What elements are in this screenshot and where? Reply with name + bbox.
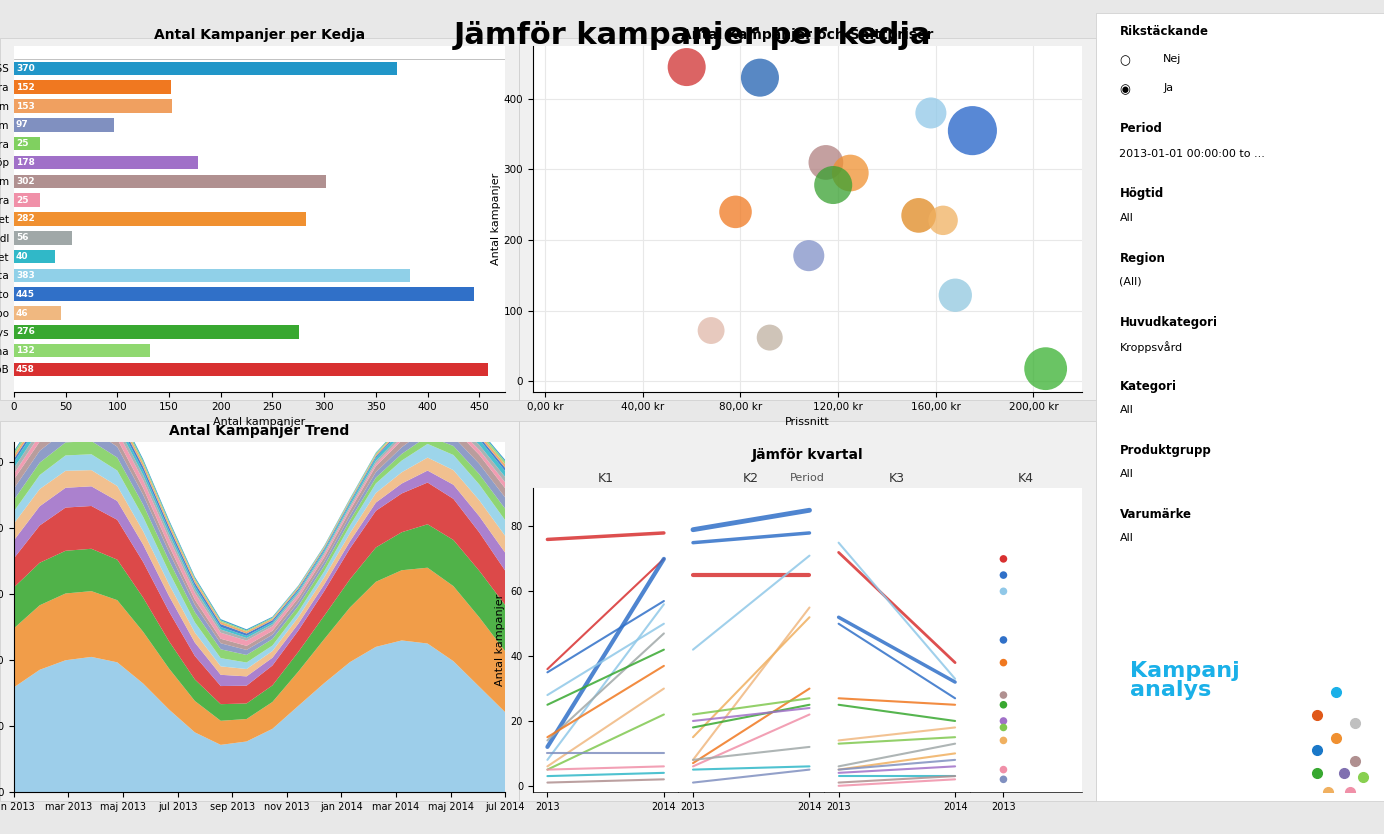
Bar — [14, 118, 113, 132]
Bar — [14, 80, 172, 94]
Text: 97: 97 — [15, 120, 29, 129]
X-axis label: Prissnitt: Prissnitt — [785, 417, 830, 427]
Text: Huvudkategori: Huvudkategori — [1120, 315, 1218, 329]
Point — [908, 208, 930, 222]
Text: (All): (All) — [1120, 277, 1142, 287]
Text: Nej: Nej — [1164, 54, 1182, 64]
Text: 2013-01-01 00:00:00 to ...: 2013-01-01 00:00:00 to ... — [1120, 149, 1265, 159]
Point — [992, 688, 1014, 701]
Point — [992, 721, 1014, 734]
Point — [724, 205, 746, 219]
Text: Varumärke: Varumärke — [1120, 508, 1192, 520]
Text: ◉: ◉ — [1120, 83, 1131, 97]
Point — [992, 656, 1014, 670]
Text: 46: 46 — [15, 309, 29, 318]
Text: 132: 132 — [15, 346, 35, 355]
Text: Kampanj
analys: Kampanj analys — [1131, 661, 1240, 700]
Text: Kategori: Kategori — [1120, 379, 1176, 393]
Point — [749, 71, 771, 84]
Text: K2: K2 — [743, 471, 760, 485]
Text: Kroppsvård: Kroppsvård — [1120, 341, 1182, 353]
Point — [992, 585, 1014, 598]
Title: Antal Kampanjer och Snittpriser: Antal Kampanjer och Snittpriser — [681, 28, 934, 42]
Text: All: All — [1120, 405, 1133, 415]
Point — [920, 106, 943, 119]
Text: Produktgrupp: Produktgrupp — [1120, 444, 1211, 456]
X-axis label: Antal kampanjer: Antal kampanjer — [213, 417, 306, 427]
Title: Antal Kampanjer per Kedja: Antal Kampanjer per Kedja — [154, 28, 365, 42]
Text: K3: K3 — [889, 471, 905, 485]
Point — [758, 331, 781, 344]
Point — [815, 156, 837, 169]
Bar — [14, 363, 487, 376]
Title: Antal Kampanjer Trend: Antal Kampanjer Trend — [169, 424, 350, 438]
Point — [700, 324, 722, 337]
Text: 178: 178 — [15, 158, 35, 167]
Text: K1: K1 — [598, 471, 613, 485]
Point — [822, 178, 844, 192]
Text: Jämför kvartal: Jämför kvartal — [752, 448, 864, 462]
Bar — [14, 193, 40, 207]
Text: All: All — [1120, 213, 1133, 223]
Point — [992, 698, 1014, 711]
Point — [992, 763, 1014, 776]
Text: 276: 276 — [15, 327, 35, 336]
Point — [992, 772, 1014, 786]
Point — [797, 249, 819, 263]
Point — [992, 714, 1014, 727]
Bar — [14, 212, 306, 226]
Text: 282: 282 — [15, 214, 35, 224]
Text: All: All — [1120, 469, 1133, 479]
Text: 56: 56 — [15, 234, 29, 242]
Point — [992, 633, 1014, 646]
Text: 152: 152 — [15, 83, 35, 92]
Text: 445: 445 — [15, 289, 35, 299]
Bar — [14, 269, 410, 282]
Bar — [14, 62, 397, 75]
Point — [962, 124, 984, 138]
Bar — [14, 288, 475, 301]
Point — [992, 734, 1014, 747]
Point — [675, 60, 698, 73]
Bar — [14, 306, 61, 319]
Y-axis label: Antal kampanjer: Antal kampanjer — [495, 594, 505, 686]
Text: All: All — [1120, 533, 1133, 543]
Text: 302: 302 — [15, 177, 35, 186]
Text: Period: Period — [1120, 122, 1163, 135]
Point — [839, 166, 861, 179]
Text: Högtid: Högtid — [1120, 188, 1164, 200]
Bar — [14, 156, 198, 169]
Text: Period: Period — [790, 473, 825, 483]
Point — [931, 214, 954, 227]
Text: 383: 383 — [15, 271, 35, 280]
Y-axis label: Antal kampanjer: Antal kampanjer — [491, 173, 501, 265]
Point — [1035, 362, 1057, 375]
Bar — [14, 231, 72, 244]
Text: 40: 40 — [15, 252, 29, 261]
Bar — [14, 174, 327, 188]
Bar — [14, 137, 40, 150]
Text: 25: 25 — [15, 196, 29, 204]
Point — [992, 569, 1014, 582]
Text: Region: Region — [1120, 252, 1165, 264]
Text: K4: K4 — [1019, 471, 1034, 485]
Text: ○: ○ — [1120, 54, 1131, 67]
Bar — [14, 99, 172, 113]
Text: Ja: Ja — [1164, 83, 1174, 93]
Bar — [14, 344, 151, 358]
Text: 153: 153 — [15, 102, 35, 111]
Text: 370: 370 — [15, 64, 35, 73]
Bar — [14, 325, 299, 339]
Point — [992, 552, 1014, 565]
Bar — [14, 250, 55, 264]
Text: Jämför kampanjer per kedja: Jämför kampanjer per kedja — [453, 21, 931, 50]
Text: Rikstäckande: Rikstäckande — [1120, 25, 1208, 38]
Point — [944, 289, 966, 302]
Text: 458: 458 — [15, 365, 35, 374]
Text: 25: 25 — [15, 139, 29, 148]
